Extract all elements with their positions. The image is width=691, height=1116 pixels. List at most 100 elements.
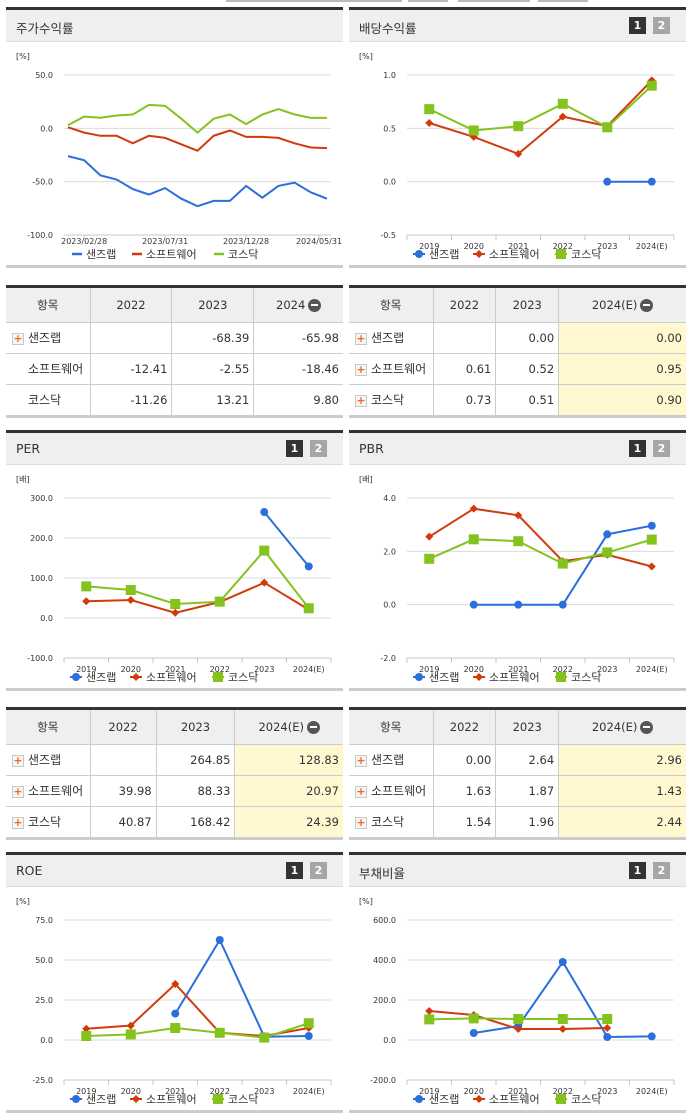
series-1-point-marker [82, 597, 91, 606]
y-tick-label: 25.0 [35, 996, 53, 1005]
series-2-point-marker [81, 1031, 92, 1041]
series-1-point-marker [126, 596, 135, 604]
table-row: 소프트웨어 -12.41 -2.55 -18.46 [6, 353, 343, 385]
x-tick-label: 2020 [121, 1087, 141, 1096]
collapse-minus-icon[interactable] [640, 298, 654, 312]
legend-1-point-marker [475, 673, 483, 681]
page-2-button[interactable]: 2 [653, 862, 670, 879]
expand-plus-icon[interactable]: + [12, 815, 24, 829]
legend-0-point-marker [415, 673, 423, 681]
y-tick-label: 50.0 [35, 71, 53, 80]
table-row: + 샌즈랩 264.85 128.83 [6, 744, 343, 776]
y-tick-label: 100.0 [30, 574, 53, 583]
cell-value [90, 744, 157, 776]
pbr-chart: [배] 4.0 2.0 0.0 -2.0 2019 2020 2021 2022 2023 2024… [359, 475, 675, 684]
expand-plus-icon[interactable]: + [12, 753, 24, 767]
expand-plus-icon[interactable]: + [12, 784, 24, 798]
series-1-point-marker [558, 1025, 567, 1033]
series-line [428, 507, 653, 568]
per-chart: [배] 300.0 200.0 100.0 0.0 -100.0 2019 2020 2021 2… [16, 475, 332, 684]
expand-plus-icon[interactable]: + [355, 362, 367, 376]
series-1-point-marker [425, 532, 434, 541]
expand-plus-icon[interactable]: + [355, 393, 367, 407]
per-panel: PER 1 2 [배] 300.0 200.0 100.0 0.0 -100.0 2019 2… [6, 430, 343, 691]
series-2-point-marker [646, 80, 657, 91]
panel-title: PBR [359, 441, 384, 456]
cell-value: 2.64 [495, 744, 560, 776]
series-2-point-marker [259, 545, 270, 556]
legend-1-point-marker [132, 673, 140, 681]
collapse-minus-icon[interactable] [640, 720, 654, 734]
cell-value: 0.73 [433, 384, 497, 415]
series-2-point-marker [557, 558, 568, 569]
page-2-button[interactable]: 2 [653, 17, 670, 34]
expand-plus-icon[interactable]: + [355, 815, 367, 829]
series-0-point-marker [558, 958, 567, 966]
stock-return-table: 항목 2022 2023 2024 + 샌즈랩 -68.39 -65.98 소프트웨어 -12.4… [6, 285, 343, 418]
y-tick-label: 200.0 [373, 996, 396, 1005]
series-line [86, 982, 309, 1038]
legend-label: 샌즈랩 [86, 1093, 116, 1106]
series-1-point-marker [82, 1024, 91, 1033]
expand-plus-icon[interactable]: + [355, 753, 367, 767]
series-1-point-marker [126, 1021, 135, 1030]
column-header: 2022 [433, 710, 497, 745]
page-1-button[interactable]: 1 [629, 440, 646, 457]
legend-label: 샌즈랩 [429, 248, 459, 261]
x-tick-label: 2022 [210, 665, 230, 674]
series-2-point-marker [602, 122, 613, 133]
legend-label: 소프트웨어 [489, 248, 540, 261]
y-tick-label: 1.0 [383, 71, 396, 80]
page-1-button[interactable]: 1 [629, 17, 646, 34]
data-table: 항목 2022 2023 2024(E) + 샌즈랩 264.85 128.83 + 소프트웨어 3… [6, 710, 343, 837]
series-line [174, 937, 309, 1038]
unit-label: [%] [16, 52, 30, 61]
column-header: 항목 [349, 288, 434, 323]
page-2-button[interactable]: 2 [310, 862, 327, 879]
legend-2-point-marker [556, 672, 566, 682]
cell-value: 0.95 [558, 353, 686, 385]
collapse-minus-icon[interactable] [308, 298, 322, 312]
legend-label: 코스닥 [571, 671, 601, 684]
panel-header: PER 1 2 [6, 433, 343, 465]
page-2-button[interactable]: 2 [653, 440, 670, 457]
cell-value: 9.80 [313, 392, 339, 407]
collapse-minus-icon[interactable] [306, 720, 320, 734]
series-2-point-marker [259, 1032, 270, 1043]
page-1-button[interactable]: 1 [629, 862, 646, 879]
page-1-button[interactable]: 1 [286, 440, 303, 457]
series-2-point-marker [468, 534, 479, 545]
cell-value [90, 322, 173, 354]
cell-value: 13.21 [171, 384, 255, 415]
column-header: 항목 [6, 710, 91, 745]
legend-label: 코스닥 [228, 671, 258, 684]
series-0-point-marker [469, 600, 478, 609]
row-label: + 샌즈랩 [6, 744, 91, 776]
y-tick-label: -25.0 [32, 1076, 53, 1085]
series-2-point-marker [125, 585, 136, 595]
expand-plus-icon[interactable]: + [355, 331, 367, 345]
page-2-button[interactable]: 2 [310, 440, 327, 457]
x-tick-label: 2023 [597, 242, 617, 251]
cell-value: 88.33 [156, 775, 236, 807]
series-0-point-marker [647, 1032, 656, 1041]
column-header: 항목 [349, 710, 434, 745]
column-header: 2022 [433, 288, 497, 323]
series-2-point-marker [513, 536, 524, 547]
cell-value: 128.83 [234, 744, 343, 776]
cell-value: 264.85 [156, 744, 236, 776]
cell-value: 1.54 [433, 806, 497, 837]
legend-label: 샌즈랩 [86, 248, 116, 261]
expand-plus-icon[interactable]: + [355, 784, 367, 798]
table-row: + 코스닥 1.54 1.96 2.44 [349, 806, 686, 837]
y-tick-label: 0.0 [40, 124, 53, 133]
expand-plus-icon[interactable]: + [12, 331, 24, 345]
legend-1-point-marker [475, 1095, 483, 1103]
series-1-point-marker [514, 149, 523, 158]
cell-value: 1.87 [495, 775, 560, 807]
page-1-button[interactable]: 1 [286, 862, 303, 879]
table-row: + 코스닥 40.87 168.42 24.39 [6, 806, 343, 837]
table-row: + 샌즈랩 0.00 0.00 [349, 322, 686, 354]
legend-label: 샌즈랩 [429, 671, 459, 684]
data-table: 항목 2022 2023 2024 + 샌즈랩 -68.39 -65.98 소프트웨어 -12.4… [6, 288, 343, 415]
